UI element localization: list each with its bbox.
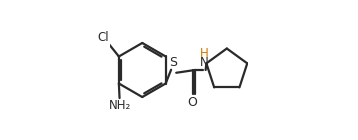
Text: S: S [169, 56, 177, 69]
Text: NH₂: NH₂ [109, 99, 131, 112]
Text: N: N [199, 56, 208, 69]
Text: O: O [188, 96, 197, 109]
Text: Cl: Cl [97, 31, 109, 44]
Text: H: H [199, 47, 208, 60]
